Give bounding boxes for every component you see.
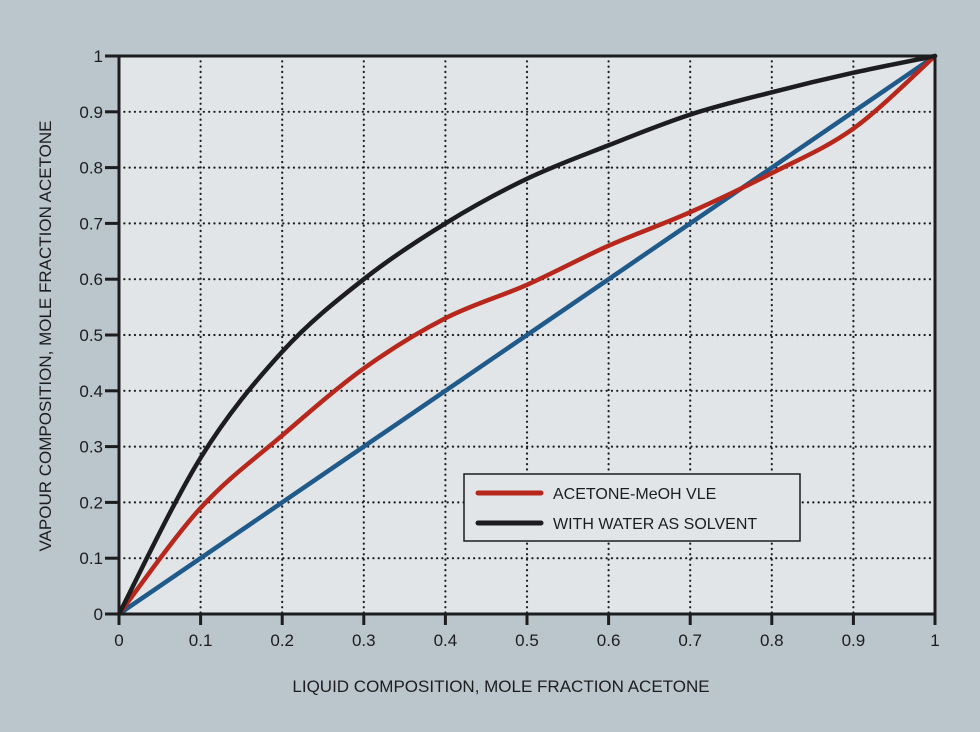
y-axis-title: VAPOUR COMPOSITION, MOLE FRACTION ACETON… — [36, 120, 55, 551]
axes — [117, 54, 937, 616]
x-tick-label: 0.4 — [434, 631, 458, 650]
series-line-with-water-as-solvent — [116, 53, 938, 617]
y-tick-label: 0.6 — [79, 270, 103, 289]
legend-label-acetone-meoh: ACETONE-MeOH VLE — [553, 486, 716, 503]
series-line-acetone-meoh-vle — [116, 53, 938, 617]
y-tick-label: 0.7 — [79, 214, 103, 233]
x-tick-label: 0.1 — [189, 631, 213, 650]
x-tick-label: 0.8 — [760, 631, 784, 650]
x-axis-title: LIQUID COMPOSITION, MOLE FRACTION ACETON… — [292, 677, 709, 696]
x-tick-label: 0.6 — [597, 631, 621, 650]
y-tick-label: 0.2 — [79, 493, 103, 512]
legend: ACETONE-MeOH VLE WITH WATER AS SOLVENT — [463, 473, 801, 542]
x-tick-label: 0.9 — [842, 631, 866, 650]
legend-label-water-solvent: WITH WATER AS SOLVENT — [553, 516, 757, 533]
x-tick-label: 0.3 — [352, 631, 376, 650]
y-tick-label: 0.8 — [79, 159, 103, 178]
x-tick-label: 0 — [114, 631, 123, 650]
x-tick-label: 0.5 — [515, 631, 539, 650]
legend-box — [463, 473, 801, 542]
x-axis-ticks: 0 0.1 0.2 0.3 0.4 0.5 0.6 0.7 0.8 0.9 1 — [114, 614, 940, 650]
y-tick-label: 0.9 — [79, 103, 103, 122]
series-line-y-x-diagonal — [116, 53, 938, 617]
x-tick-label: 0.7 — [678, 631, 702, 650]
x-tick-label: 1 — [930, 631, 939, 650]
x-tick-label: 0.2 — [270, 631, 294, 650]
y-tick-label: 0.1 — [79, 549, 103, 568]
y-tick-label: 0.3 — [79, 438, 103, 457]
y-tick-label: 1 — [94, 47, 103, 66]
y-tick-label: 0 — [94, 605, 103, 624]
y-tick-label: 0.5 — [79, 326, 103, 345]
data-series — [116, 53, 938, 617]
y-axis-ticks: 0 0.1 0.2 0.3 0.4 0.5 0.6 0.7 0.8 0.9 1 — [79, 47, 119, 624]
y-tick-label: 0.4 — [79, 382, 103, 401]
